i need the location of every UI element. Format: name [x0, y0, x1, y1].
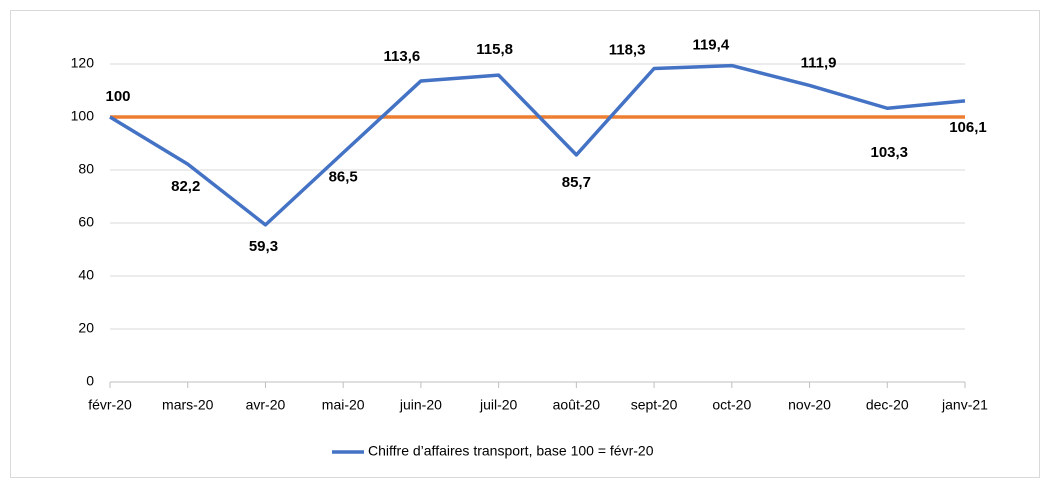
x-tick-label: juil-20 [479, 397, 518, 413]
value-label: 103,3 [870, 144, 908, 161]
y-tick-label: 100 [71, 108, 95, 124]
x-tick-label: avr-20 [246, 397, 286, 413]
value-label: 82,2 [171, 178, 200, 195]
x-tick-label: sept-20 [631, 397, 678, 413]
x-tick-label: juin-20 [399, 397, 442, 413]
value-label: 118,3 [609, 41, 646, 58]
y-tick-label: 0 [86, 373, 94, 389]
y-tick-label: 40 [78, 267, 94, 283]
x-tick-label: mars-20 [162, 397, 214, 413]
value-label: 119,4 [692, 37, 729, 54]
value-label: 85,7 [562, 174, 591, 191]
value-label: 100 [105, 88, 130, 105]
value-label: 115,8 [476, 41, 513, 58]
x-tick-label: mai-20 [322, 397, 365, 413]
value-label: 111,9 [801, 54, 837, 71]
data-line [109, 63, 966, 227]
x-tick-label: août-20 [553, 397, 601, 413]
legend-label: Chiffre d’affaires transport, base 100 =… [368, 443, 654, 459]
x-tick-label: oct-20 [712, 397, 751, 413]
y-tick-label: 60 [78, 214, 94, 230]
chart-frame [10, 10, 1040, 478]
x-tick-label: janv-21 [941, 397, 988, 413]
y-tick-label: 20 [78, 320, 94, 336]
value-label: 59,3 [249, 238, 278, 255]
x-tick-label: févr-20 [88, 397, 132, 413]
value-label: 106,1 [949, 119, 987, 136]
x-tick-label: dec-20 [866, 397, 909, 413]
value-label: 113,6 [384, 48, 421, 65]
x-tick-label: nov-20 [788, 397, 831, 413]
y-tick-label: 80 [78, 161, 94, 177]
y-tick-label: 120 [71, 55, 95, 71]
value-label: 86,5 [329, 169, 358, 186]
